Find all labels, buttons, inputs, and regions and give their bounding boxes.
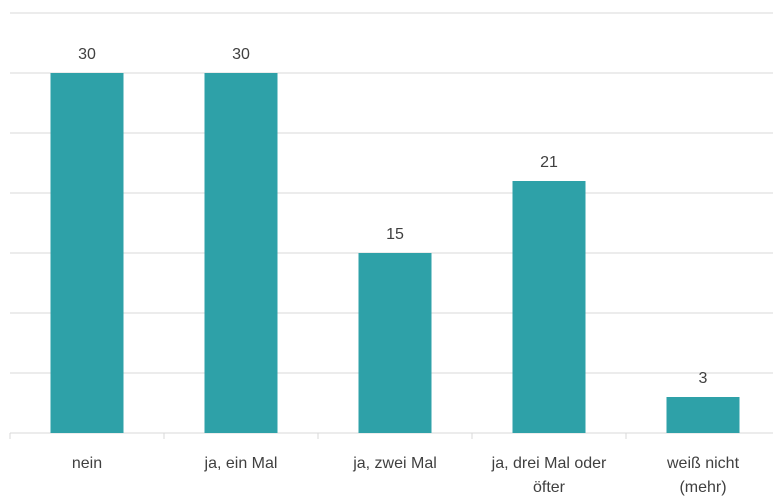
bar [512,181,586,433]
bar [50,73,124,433]
x-tick-label: ja, zwei Mal [353,455,437,472]
bar [666,397,740,433]
x-tick-label: ja, drei Mal oder öfter [491,455,607,496]
bar [204,73,278,433]
data-label: 3 [699,370,708,387]
data-label: 30 [78,46,96,63]
data-label: 15 [386,226,404,243]
bar [358,253,432,433]
x-tick-label: nein [71,455,103,472]
data-label: 21 [540,154,558,171]
x-tick-label: weiß nicht (mehr) [666,455,740,496]
x-tick-label: ja, ein Mal [204,455,278,472]
data-label: 30 [232,46,250,63]
